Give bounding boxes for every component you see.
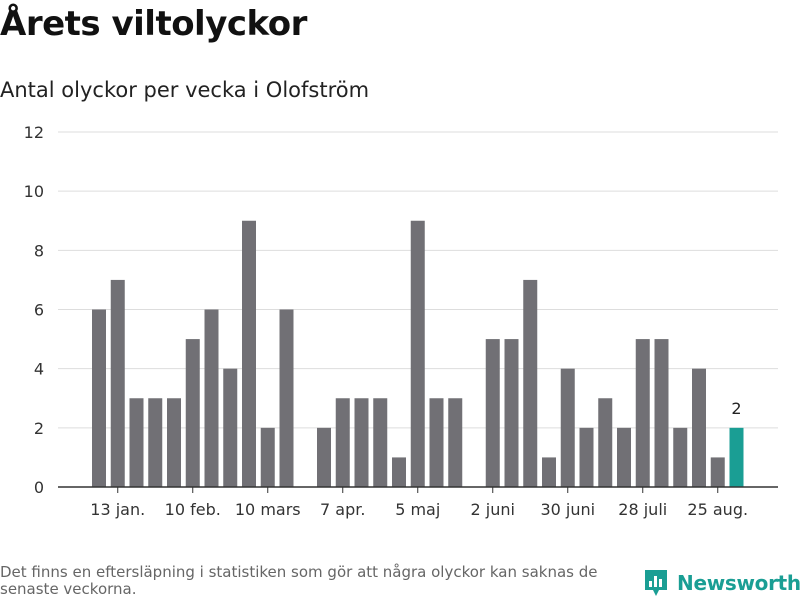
bar [185,339,200,487]
bar [392,457,406,487]
x-tick-label: 2 juni [471,500,515,519]
bar [354,398,369,487]
bar [92,309,106,487]
bar [560,368,575,487]
bar [260,427,275,487]
bar [635,339,650,487]
y-tick-label: 8 [34,241,44,260]
bar [410,220,425,487]
x-tick-label: 10 mars [235,500,301,519]
bar-chart-logo-icon [645,570,667,596]
y-tick-label: 2 [34,419,44,438]
bar [204,309,219,487]
footnote: Det finns en eftersläpning i statistiken… [0,563,598,598]
bar [485,339,500,487]
x-tick-label: 7 apr. [320,500,365,519]
bar [110,279,125,487]
y-tick-label: 6 [34,301,44,320]
bar [373,398,388,487]
chart-title: Årets viltolyckor [0,4,307,44]
x-tick-label: 5 maj [395,500,440,519]
bar [523,279,538,487]
bar [598,398,613,487]
x-tick-label: 28 juli [618,500,667,519]
bar [148,398,163,487]
bar [579,427,594,487]
y-tick-label: 12 [24,123,44,142]
x-tick-label: 10 feb. [165,500,221,519]
bar-chart: 0 2 4 6 8 10 12 2 13 jan. 10 feb. 10 mars 7 apr. 5 m… [24,123,778,519]
y-tick-label: 4 [34,360,44,379]
x-tick-label: 25 aug. [687,500,748,519]
bar [542,457,556,487]
bar [335,398,350,487]
bar [710,457,725,487]
brand-name: Newsworthy [677,571,800,595]
bar [129,398,144,487]
bar [223,368,238,487]
bar [692,368,706,487]
bar [654,339,669,487]
x-tick-label: 30 juni [540,500,595,519]
brand-logo: Newsworthy [643,568,800,598]
x-tick-label: 13 jan. [90,500,145,519]
bar [167,398,181,487]
y-tick-label: 10 [24,182,44,201]
bar [448,398,463,487]
chart-subtitle: Antal olyckor per vecka i Olofström [0,78,370,102]
bar [317,427,331,487]
bar [673,427,688,487]
bar [429,398,444,487]
data-label: 2 [731,399,741,418]
highlighted-bar [729,427,744,487]
bar [617,427,631,487]
y-tick-label: 0 [34,478,44,497]
bar [279,309,294,487]
bar [504,339,519,487]
bar [242,220,256,487]
